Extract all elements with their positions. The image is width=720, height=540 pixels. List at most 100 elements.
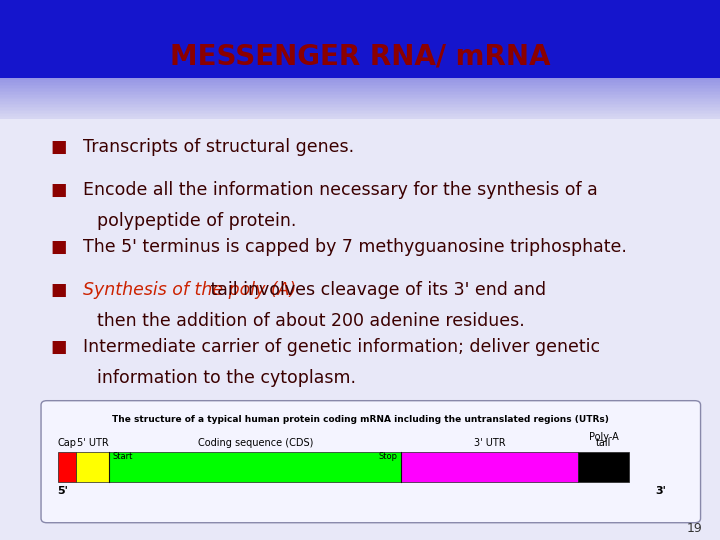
- Bar: [0, 83, 720, 202]
- Text: 5' UTR: 5' UTR: [77, 438, 109, 448]
- Bar: [0, 80, 720, 199]
- Bar: [109, 452, 401, 482]
- Bar: [0, 110, 720, 229]
- Bar: [0, 97, 720, 215]
- Text: polypeptide of protein.: polypeptide of protein.: [97, 212, 297, 230]
- Text: information to the cytoplasm.: information to the cytoplasm.: [97, 369, 356, 387]
- Bar: [0, 92, 720, 211]
- Bar: [0, 19, 720, 138]
- Bar: [0, 65, 720, 184]
- Bar: [0, 39, 720, 157]
- Bar: [401, 452, 577, 482]
- Bar: [0, 49, 720, 168]
- Bar: [577, 452, 629, 482]
- Bar: [0, 71, 720, 190]
- Bar: [0, 2, 720, 120]
- Bar: [0, 18, 720, 137]
- Text: ■: ■: [50, 138, 67, 156]
- Text: Intermediate carrier of genetic information; deliver genetic: Intermediate carrier of genetic informat…: [83, 338, 600, 355]
- Text: Poly-A: Poly-A: [589, 431, 618, 442]
- Bar: [0, 79, 720, 198]
- Bar: [0, 113, 720, 232]
- Text: tail involves cleavage of its 3' end and: tail involves cleavage of its 3' end and: [205, 281, 546, 299]
- Bar: [0, 59, 720, 178]
- Bar: [0, 67, 720, 186]
- Bar: [0, 76, 720, 194]
- Bar: [0, 36, 720, 154]
- Text: Synthesis of the poly (A): Synthesis of the poly (A): [83, 281, 296, 299]
- Bar: [0, 105, 720, 224]
- Text: Stop: Stop: [379, 452, 397, 461]
- Text: tail: tail: [596, 438, 611, 448]
- Bar: [0, 86, 720, 205]
- Bar: [0, 31, 720, 150]
- Bar: [0, 53, 720, 172]
- Bar: [0, 114, 720, 233]
- Bar: [0, 42, 720, 160]
- Bar: [0, 117, 720, 236]
- Bar: [0, 62, 720, 181]
- Bar: [0, 70, 720, 188]
- Bar: [0, 116, 720, 234]
- Text: 19: 19: [686, 522, 702, 535]
- Bar: [0, 64, 720, 183]
- Bar: [0, 95, 720, 214]
- Bar: [76, 452, 109, 482]
- Bar: [0, 93, 720, 212]
- Bar: [0, 4, 720, 123]
- Bar: [0, 103, 720, 221]
- Bar: [0, 0, 720, 119]
- Bar: [0, 28, 720, 147]
- FancyBboxPatch shape: [41, 401, 701, 523]
- Bar: [0, 91, 720, 210]
- Bar: [0, 32, 720, 151]
- Bar: [0, 85, 720, 204]
- Bar: [0, 98, 720, 217]
- Text: ■: ■: [50, 238, 67, 255]
- Bar: [0, 99, 720, 218]
- Bar: [0, 22, 720, 141]
- Text: ■: ■: [50, 181, 67, 199]
- Bar: [0, 58, 720, 177]
- Bar: [0, 51, 720, 169]
- Bar: [0, 26, 720, 145]
- Text: 3' UTR: 3' UTR: [474, 438, 505, 448]
- Text: 3': 3': [655, 486, 666, 496]
- Bar: [0, 101, 720, 220]
- Text: MESSENGER RNA/ mRNA: MESSENGER RNA/ mRNA: [170, 43, 550, 71]
- Bar: [58, 452, 76, 482]
- Bar: [0, 25, 720, 144]
- Bar: [0, 0, 720, 78]
- Bar: [0, 37, 720, 156]
- Text: The 5' terminus is capped by 7 methyguanosine triphosphate.: The 5' terminus is capped by 7 methyguan…: [83, 238, 626, 255]
- Bar: [0, 57, 720, 175]
- Bar: [0, 74, 720, 193]
- Bar: [0, 40, 720, 159]
- Bar: [0, 34, 720, 153]
- Bar: [0, 9, 720, 127]
- Bar: [0, 111, 720, 230]
- Bar: [0, 46, 720, 165]
- Bar: [0, 8, 720, 126]
- Bar: [0, 21, 720, 139]
- Text: The structure of a typical human protein coding mRNA including the untranslated : The structure of a typical human protein…: [112, 415, 608, 424]
- Bar: [0, 48, 720, 166]
- Bar: [0, 82, 720, 200]
- Bar: [0, 104, 720, 222]
- Bar: [0, 6, 720, 125]
- Bar: [0, 16, 720, 135]
- Text: Encode all the information necessary for the synthesis of a: Encode all the information necessary for…: [83, 181, 598, 199]
- Text: 5': 5': [58, 486, 68, 496]
- Text: then the addition of about 200 adenine residues.: then the addition of about 200 adenine r…: [97, 312, 525, 330]
- Bar: [0, 107, 720, 226]
- Bar: [0, 109, 720, 227]
- Text: ■: ■: [50, 338, 67, 355]
- Bar: [0, 52, 720, 171]
- Bar: [0, 30, 720, 148]
- Bar: [0, 87, 720, 206]
- Text: Coding sequence (CDS): Coding sequence (CDS): [198, 438, 313, 448]
- Text: ■: ■: [50, 281, 67, 299]
- Bar: [0, 55, 720, 174]
- Bar: [0, 14, 720, 132]
- Bar: [0, 10, 720, 129]
